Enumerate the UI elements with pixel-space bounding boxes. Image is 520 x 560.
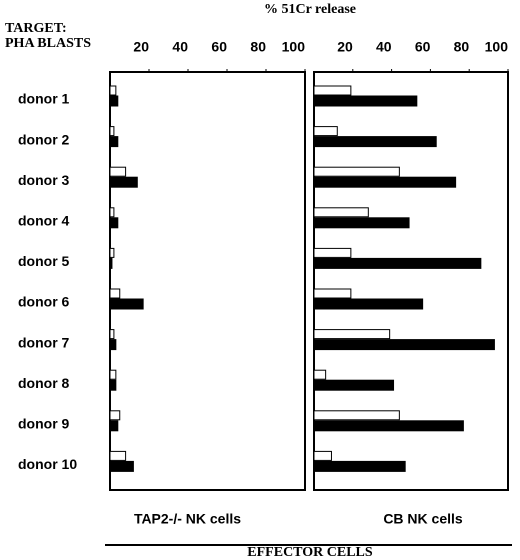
bar [313,95,418,107]
x-tick-label: 60 [211,39,227,55]
bar [313,420,464,432]
target-label: TARGET: [5,21,67,36]
category-label: donor 7 [18,334,70,350]
bar [109,95,119,107]
x-tick-label: 40 [376,39,392,55]
bar [109,257,113,269]
category-label: donor 10 [18,456,77,472]
bar [313,339,495,351]
bar [313,410,400,421]
bar [313,136,437,148]
bar [313,450,332,461]
bar [313,329,391,340]
bar [313,460,406,472]
bar [109,176,138,188]
bar [109,329,115,340]
bar [313,369,327,380]
bar [109,410,121,421]
bar [313,288,352,299]
bar [313,126,338,137]
bar [313,85,352,96]
bar [109,166,127,177]
bar [109,288,121,299]
bar [109,126,115,137]
bar [109,369,117,380]
panel-label: TAP2-/- NK cells [134,511,241,527]
panel-frame [313,71,509,491]
bar [109,420,119,432]
x-tick-label: 20 [337,39,353,55]
bar [109,298,144,310]
bar [109,460,134,472]
target-label: PHA BLASTS [5,36,91,51]
bar [313,257,482,269]
bar [313,217,410,229]
bar [313,379,395,391]
category-label: donor 9 [18,416,70,432]
bar [109,136,119,148]
category-label: donor 5 [18,253,70,269]
x-tick-label: 80 [250,39,266,55]
bar [313,298,424,310]
x-tick-label: 40 [172,39,188,55]
bar [109,450,127,461]
panel-frame [109,71,306,491]
bar [313,207,369,218]
category-label: donor 6 [18,294,70,310]
bar [109,207,115,218]
category-label: donor 1 [18,91,70,107]
bar [109,85,117,96]
category-label: donor 4 [18,213,70,229]
x-tick-label: 100 [282,39,306,55]
category-label: donor 2 [18,131,70,147]
x-tick-label: 100 [485,39,509,55]
bar [109,217,119,229]
footer-label: EFFECTOR CELLS [247,545,373,560]
category-label: donor 8 [18,375,70,391]
x-tick-label: 80 [454,39,470,55]
x-tick-label: 20 [133,39,149,55]
category-label: donor 3 [18,172,70,188]
bar [313,166,400,177]
bar [109,247,115,258]
bar [109,379,117,391]
chart-title: % 51Cr release [264,2,356,17]
bar [109,339,117,351]
x-tick-label: 60 [415,39,431,55]
bar [313,176,457,188]
panel-label: CB NK cells [383,511,463,527]
bar [313,247,352,258]
